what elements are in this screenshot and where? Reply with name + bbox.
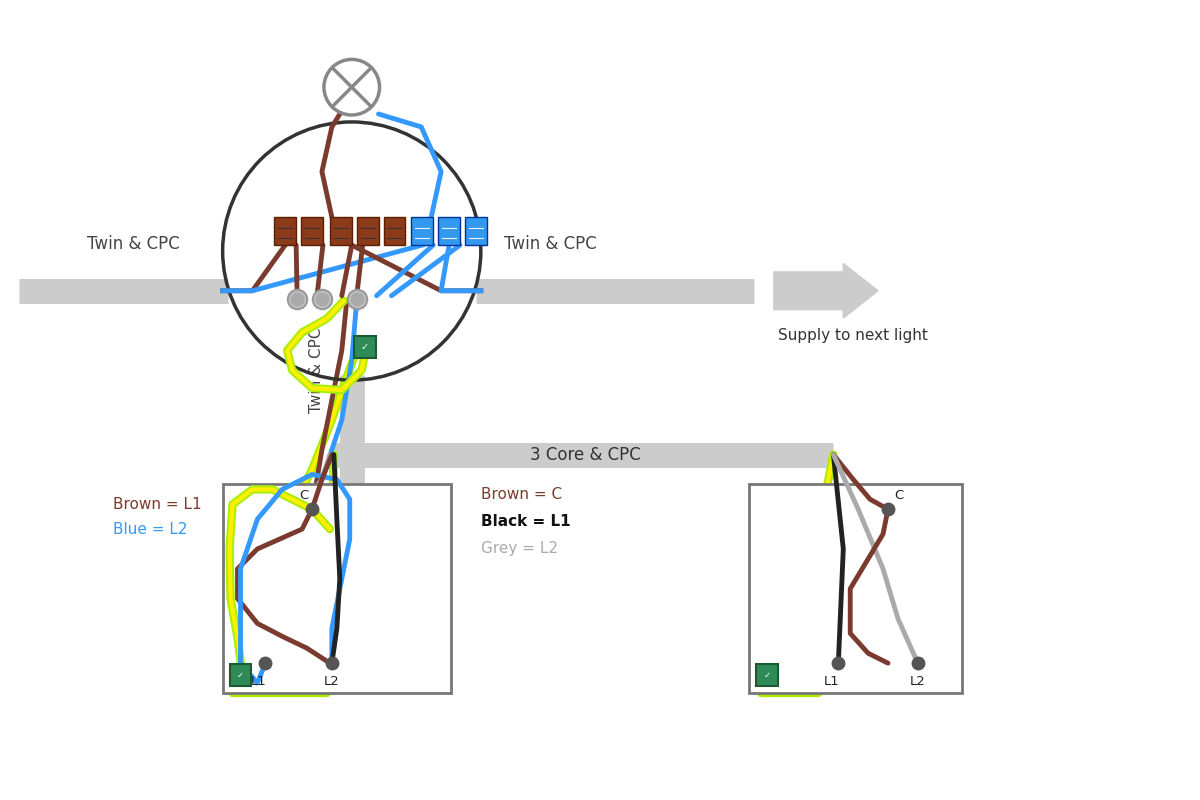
FancyBboxPatch shape bbox=[354, 337, 376, 358]
FancyArrow shape bbox=[774, 263, 878, 318]
FancyBboxPatch shape bbox=[749, 485, 962, 693]
Text: Brown = C: Brown = C bbox=[481, 487, 562, 502]
Text: ✓: ✓ bbox=[763, 670, 770, 679]
FancyBboxPatch shape bbox=[223, 485, 451, 693]
FancyBboxPatch shape bbox=[384, 218, 406, 245]
Text: ✓: ✓ bbox=[360, 342, 368, 352]
FancyBboxPatch shape bbox=[756, 664, 778, 686]
Text: Twin & CPC: Twin & CPC bbox=[86, 235, 180, 253]
Text: L1: L1 bbox=[251, 675, 266, 688]
FancyBboxPatch shape bbox=[438, 218, 460, 245]
FancyBboxPatch shape bbox=[301, 218, 323, 245]
FancyBboxPatch shape bbox=[412, 218, 433, 245]
FancyBboxPatch shape bbox=[356, 218, 378, 245]
Text: 3 Core & CPC: 3 Core & CPC bbox=[529, 446, 641, 464]
Text: C: C bbox=[299, 490, 308, 502]
Text: Brown = L1: Brown = L1 bbox=[114, 498, 202, 512]
Text: Supply to next light: Supply to next light bbox=[779, 329, 928, 343]
Text: C: C bbox=[894, 490, 904, 502]
Text: Black = L1: Black = L1 bbox=[481, 514, 570, 529]
Text: L2: L2 bbox=[324, 675, 340, 688]
FancyBboxPatch shape bbox=[330, 218, 352, 245]
FancyBboxPatch shape bbox=[464, 218, 487, 245]
Text: Twin & CPC: Twin & CPC bbox=[504, 235, 596, 253]
Text: L1: L1 bbox=[823, 675, 839, 688]
Text: Blue = L2: Blue = L2 bbox=[114, 522, 188, 537]
FancyBboxPatch shape bbox=[275, 218, 296, 245]
Text: ✓: ✓ bbox=[238, 670, 244, 679]
Text: L2: L2 bbox=[910, 675, 925, 688]
Text: Twin & CPC: Twin & CPC bbox=[310, 327, 324, 413]
FancyBboxPatch shape bbox=[229, 664, 252, 686]
Text: Grey = L2: Grey = L2 bbox=[481, 541, 558, 556]
